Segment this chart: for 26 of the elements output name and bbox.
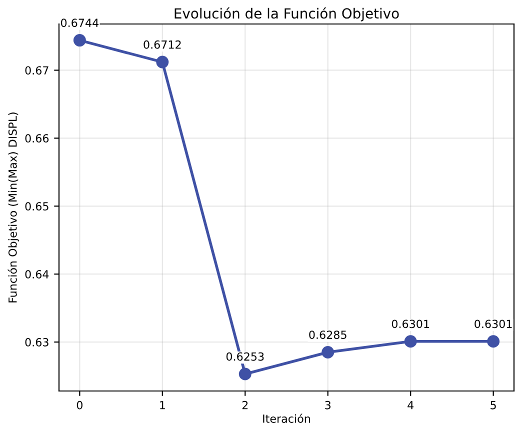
data-label: 0.6744 [60, 18, 98, 28]
point [156, 56, 169, 68]
chart-title: Evolución de la Función Objetivo [174, 7, 399, 22]
x-tick-label: 2 [242, 400, 248, 410]
data-label: 0.6712 [144, 40, 181, 49]
point [73, 34, 86, 47]
data-label: 0.6301 [474, 320, 512, 328]
x-axis-title: Iteración [263, 414, 310, 423]
y-tick-label: 0.67 [25, 66, 48, 75]
x-tick-label: 4 [408, 401, 414, 410]
data-label: 0.6301 [392, 320, 430, 328]
y-tick-label: 0.65 [25, 202, 48, 211]
point [322, 346, 334, 359]
y-tick-label: 0.66 [25, 134, 49, 143]
point [238, 368, 252, 380]
y-axis-title: Función Objetivo (Min(Max) DISPL) [8, 112, 19, 302]
data-label: 0.6253 [226, 352, 264, 361]
x-tick-label: 0 [76, 400, 82, 410]
y-tick-label: 0.64 [25, 270, 49, 278]
x-tick-label: 1 [160, 401, 165, 410]
point [404, 335, 417, 348]
y-tick-label: 0.63 [25, 338, 48, 346]
x-tick-label: 5 [490, 401, 496, 410]
data-label: 0.6285 [309, 330, 346, 339]
point [487, 335, 500, 348]
x-tick-label: 3 [325, 400, 331, 410]
